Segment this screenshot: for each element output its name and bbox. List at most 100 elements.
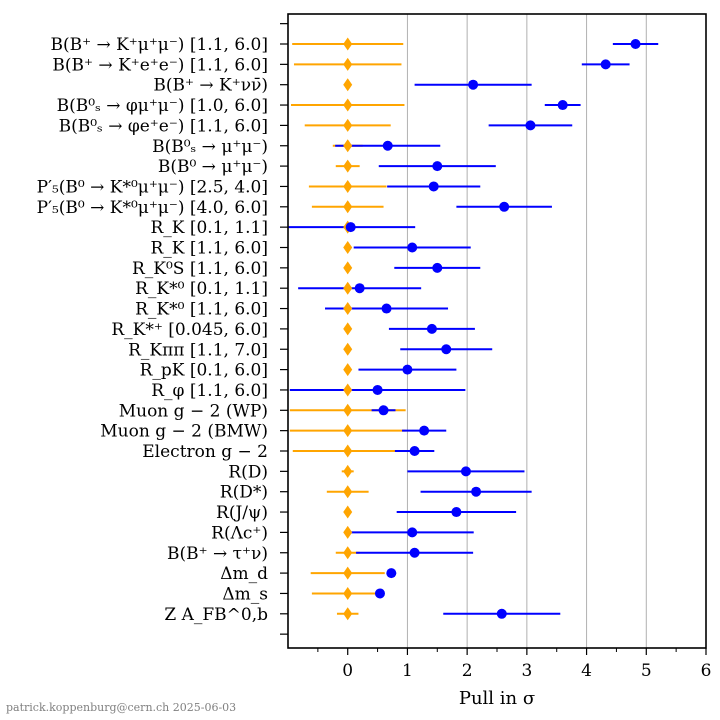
data-point-diamond [343,261,353,275]
category-label: B(B⁰ → μ⁺μ⁻) [158,157,268,177]
data-point-diamond [343,200,353,214]
data-point-diamond [343,505,353,519]
category-label: B(B⁺ → τ⁺ν) [167,544,268,564]
data-point-circle [525,120,536,131]
data-point-circle [419,425,430,436]
category-label: Electron g − 2 [142,442,268,462]
data-point-circle [381,303,392,314]
x-tick-label: 5 [641,661,652,681]
data-point-circle [451,507,462,518]
data-point-diamond [343,424,353,438]
data-point-circle [630,39,641,49]
data-point-diamond [343,98,353,112]
data-point-circle [432,262,443,273]
category-label: R_pK [0.1, 6.0] [140,361,268,381]
category-label: P′₅(B⁰ → K*⁰μ⁺μ⁻) [4.0, 6.0] [37,198,268,218]
data-point-diamond [343,464,353,478]
category-label: R_K*⁰ [1.1, 6.0] [135,300,268,320]
data-point-circle [460,466,471,477]
footer-credit: patrick.koppenburg@cern.ch 2025-06-03 [6,701,236,714]
category-label: R_φ [1.1, 6.0] [151,381,268,401]
data-point-diamond [343,139,353,153]
grid-lines [406,14,647,648]
data-point-diamond [343,322,353,336]
data-point-diamond [343,383,353,397]
category-label: R(J/ψ) [216,503,268,523]
category-label: B(B⁺ → K⁺e⁺e⁻) [1.1, 6.0] [52,55,268,75]
category-label: R(D) [228,462,268,482]
data-point-circle [402,364,413,375]
x-tick-label: 4 [581,661,592,681]
data-point-circle [407,527,418,538]
data-point-circle [468,79,479,90]
x-tick-label: 2 [462,661,473,681]
data-point-circle [382,140,393,151]
data-point-diamond [343,179,353,193]
data-point-circle [378,405,389,416]
data-point-circle [600,59,611,70]
data-point-circle [345,222,356,233]
category-label: R_Kππ [1.1, 7.0] [128,340,268,360]
category-label: Δm_s [222,584,268,604]
data-point-circle [428,181,439,192]
data-point-diamond [343,57,353,71]
data-point-diamond [343,37,353,51]
category-label: Muon g − 2 (WP) [119,401,268,421]
category-label: Z A_FB^0,b [164,605,268,625]
data-point-circle [471,486,482,497]
category-label: R_K*⁺ [0.045, 6.0] [111,320,268,340]
data-points [343,37,641,621]
category-label: B(B⁺ → K⁺μ⁺μ⁻) [1.1, 6.0] [50,35,268,55]
data-point-diamond [343,525,353,539]
data-point-circle [499,201,510,212]
data-point-circle [374,588,385,599]
data-point-diamond [343,159,353,173]
data-point-diamond [343,607,353,621]
category-label: Muon g − 2 (BMW) [100,422,268,442]
data-point-diamond [343,485,353,499]
category-label: R(Λc⁺) [211,523,268,543]
x-tick-label: 1 [402,661,413,681]
data-point-diamond [343,546,353,560]
data-point-circle [409,547,420,558]
data-point-diamond [343,342,353,356]
category-label: Δm_d [220,564,268,584]
data-point-circle [409,446,420,456]
category-label: B(B⁺ → K⁺νν̄) [153,76,268,96]
data-point-diamond [343,566,353,580]
category-label: R(D*) [220,483,268,503]
data-point-circle [496,608,507,619]
x-tick-label: 6 [701,661,712,681]
data-point-diamond [343,403,353,417]
x-tick-label: 3 [521,661,532,681]
x-axis-title: Pull in σ [459,688,535,709]
data-point-diamond [343,302,353,316]
x-tick-label: 0 [342,661,353,681]
data-point-circle [354,283,365,294]
axis-ticks: 0 1 2 3 4 5 6 [280,23,712,681]
data-point-diamond [343,586,353,600]
data-point-circle [426,323,437,334]
data-point-circle [386,568,397,579]
data-point-diamond [343,78,353,92]
data-point-diamond [343,241,353,254]
category-label: B(B⁰ₛ → μ⁺μ⁻) [152,137,268,157]
category-labels: B(B⁺ → K⁺μ⁺μ⁻) [1.1, 6.0]B(B⁺ → K⁺e⁺e⁻) … [37,35,268,625]
data-point-circle [407,242,418,253]
data-point-diamond [343,363,353,377]
data-point-diamond [343,444,353,458]
category-label: R_K [0.1, 1.1] [150,218,268,238]
data-point-circle [557,100,568,111]
data-point-circle [432,161,443,172]
data-point-circle [441,344,452,355]
category-label: R_K*⁰ [0.1, 1.1] [135,279,268,299]
category-label: R_K [1.1, 6.0] [150,239,268,259]
category-label: R_K⁰S [1.1, 6.0] [132,259,268,279]
data-point-diamond [343,281,353,295]
category-label: B(B⁰ₛ → φμ⁺μ⁻) [1.0, 6.0] [57,96,268,116]
category-label: P′₅(B⁰ → K*⁰μ⁺μ⁻) [2.5, 4.0] [37,177,268,197]
category-label: B(B⁰ₛ → φe⁺e⁻) [1.1, 6.0] [59,116,268,136]
data-point-diamond [343,118,353,132]
data-point-circle [372,384,383,395]
